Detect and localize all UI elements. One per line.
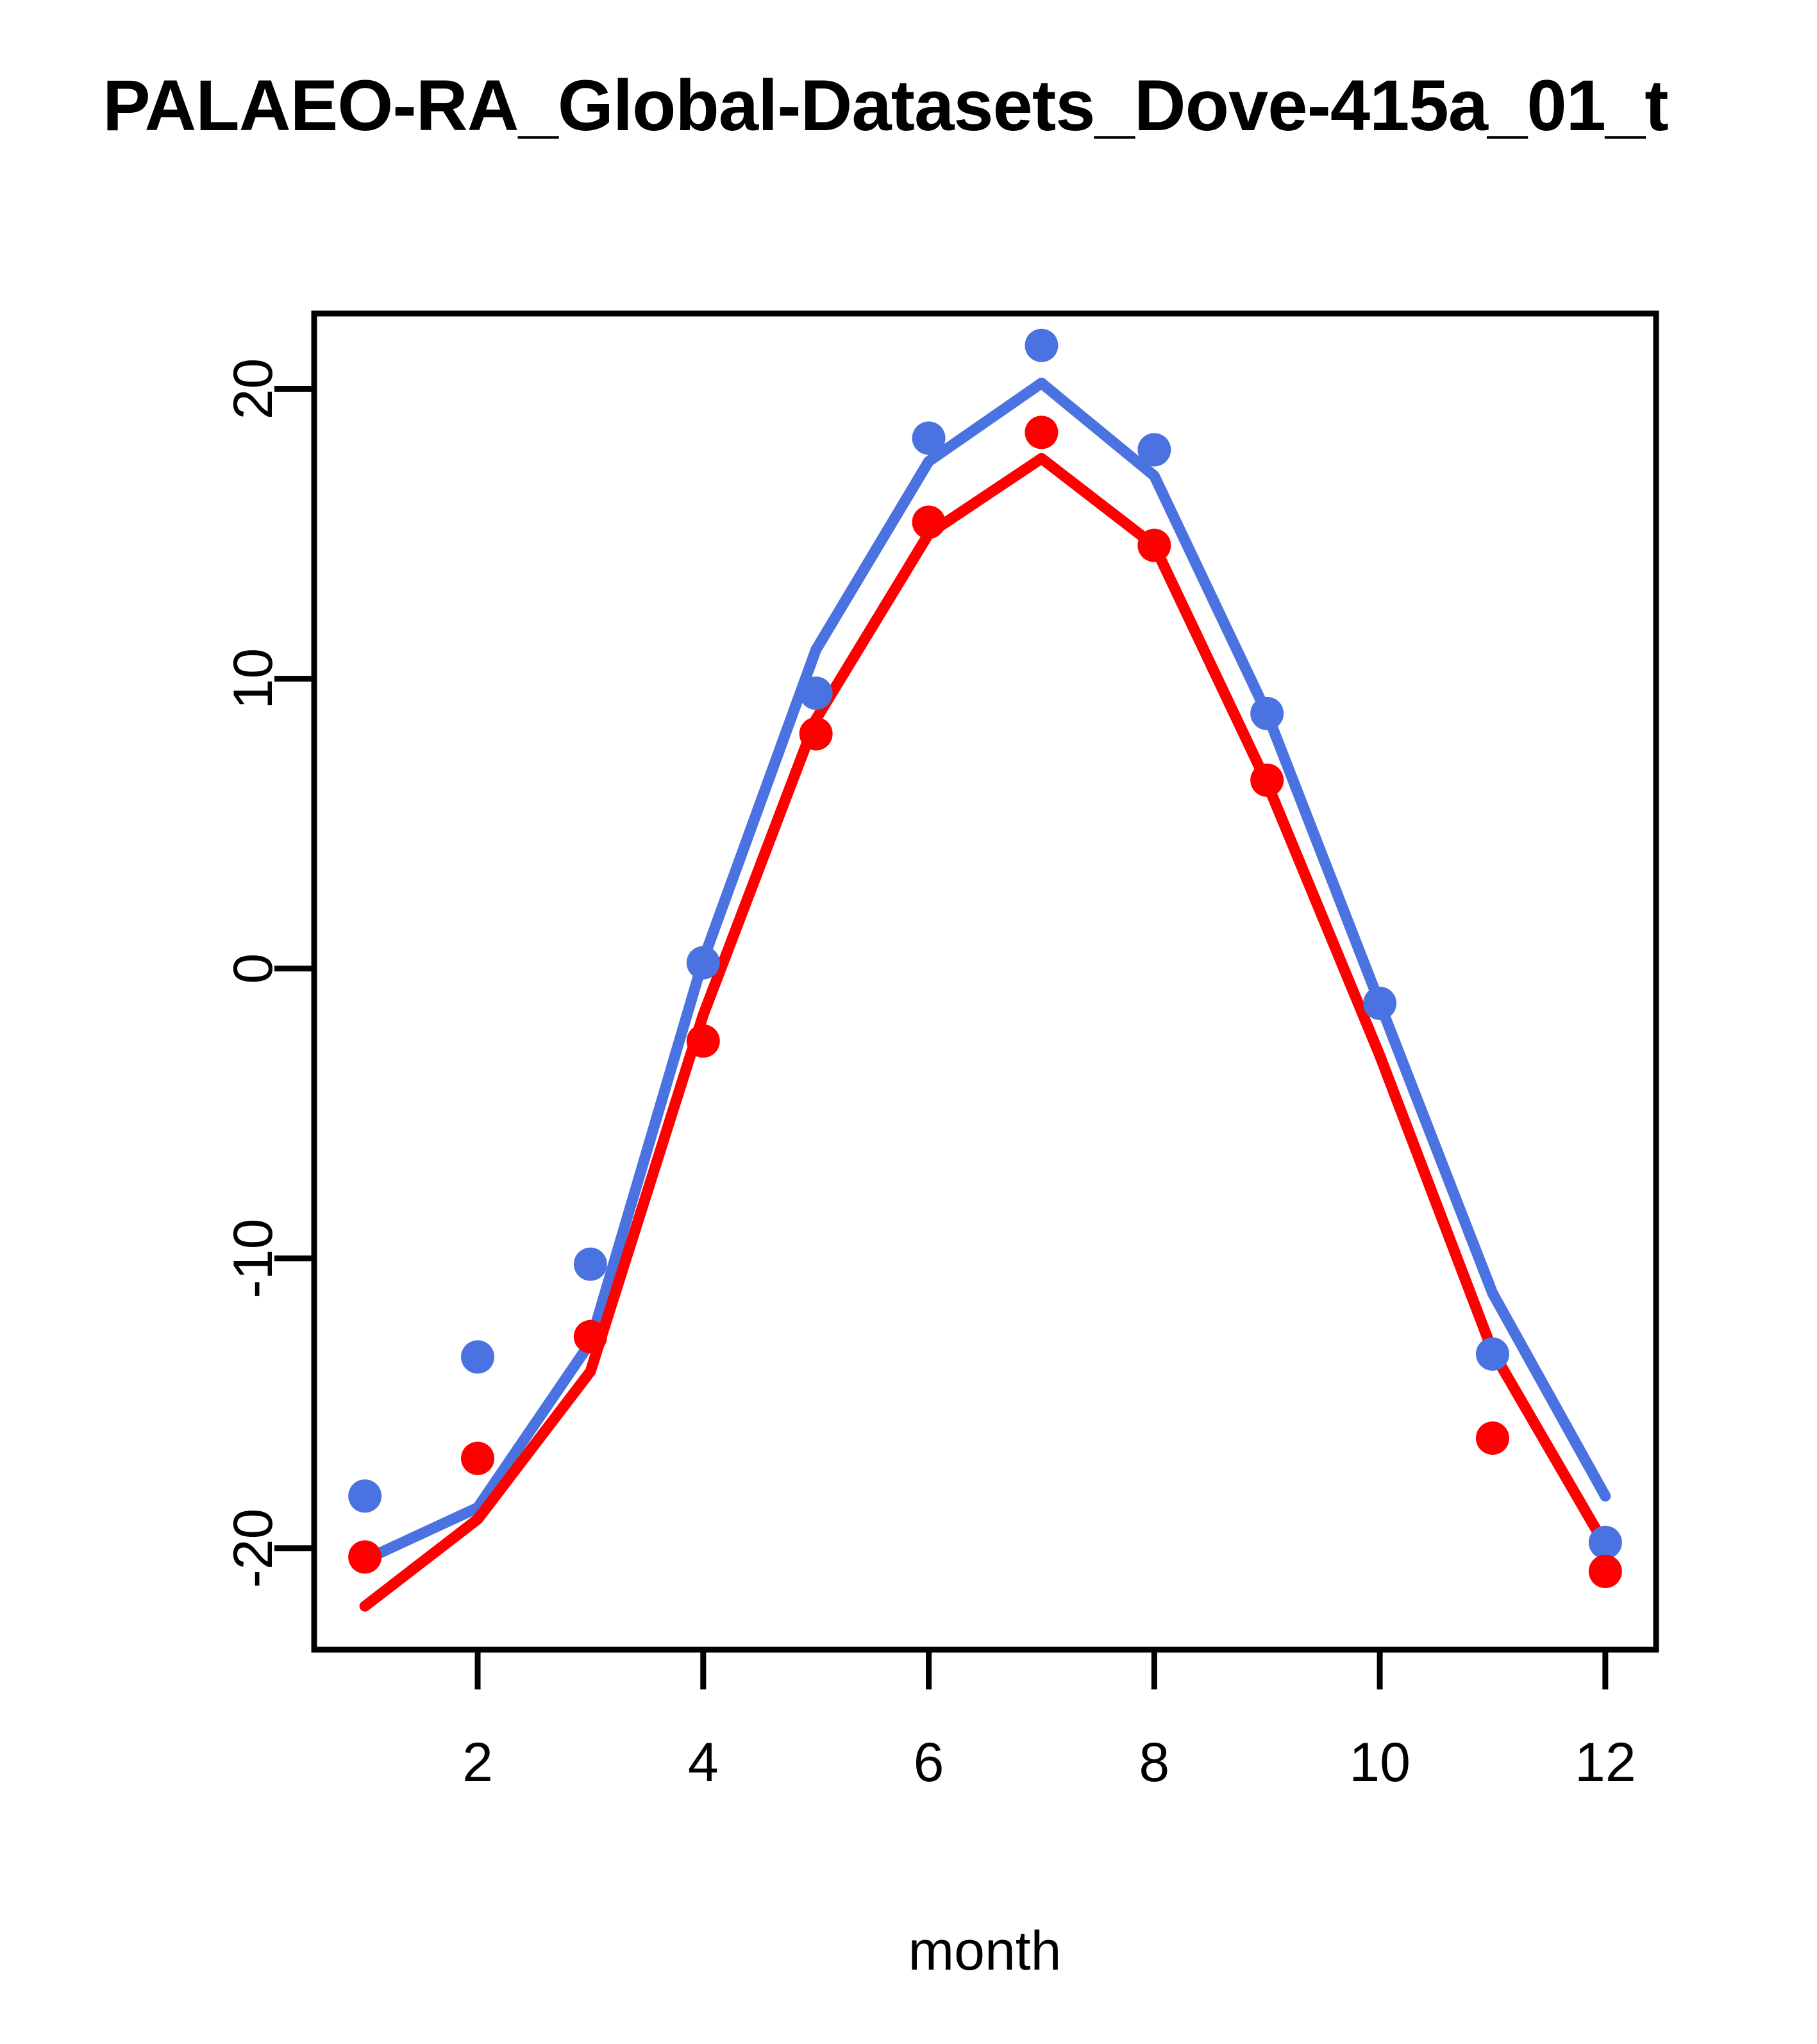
page-title: PALAEO-RA_Global-Datasets_Dove-415a_01_t	[103, 65, 1669, 146]
data-point	[1475, 1337, 1509, 1371]
x-tick-label: 4	[688, 1732, 719, 1793]
x-axis-title: month	[908, 1920, 1061, 1982]
data-point	[461, 1441, 495, 1475]
data-point	[1025, 328, 1059, 362]
data-point	[573, 1319, 607, 1353]
data-point	[1137, 433, 1171, 467]
x-tick-label: 10	[1349, 1732, 1411, 1793]
data-point	[573, 1247, 607, 1281]
data-point	[461, 1340, 495, 1374]
x-axis-tick-labels: 2 4 6 8 10 12	[462, 1732, 1636, 1793]
series-line-blue-line	[359, 377, 1611, 1566]
data-point	[1588, 1525, 1622, 1559]
x-tick-label: 8	[1139, 1732, 1169, 1793]
series-line-red-line	[359, 453, 1611, 1612]
x-tick-label: 6	[914, 1732, 944, 1793]
data-point	[1475, 1421, 1509, 1455]
x-axis-ticks	[474, 1650, 1609, 1689]
data-point	[348, 1540, 382, 1574]
series-points	[348, 328, 1622, 1588]
data-point	[1588, 1554, 1622, 1588]
x-tick-label: 2	[462, 1732, 493, 1793]
data-point	[799, 717, 833, 751]
data-point	[1137, 528, 1171, 562]
x-tick-label: 12	[1575, 1732, 1636, 1793]
data-point	[1363, 986, 1397, 1020]
data-point	[912, 505, 946, 539]
data-point	[348, 1479, 382, 1513]
data-point	[686, 1024, 720, 1058]
series-lines	[359, 377, 1611, 1612]
y-tick-label: 10	[222, 648, 284, 710]
y-tick-label: 0	[222, 953, 284, 984]
plot-box	[311, 310, 1659, 1653]
y-tick-label: -10	[222, 1219, 284, 1298]
y-axis-tick-labels: -20 -10 0 10 20	[222, 358, 284, 1588]
data-point	[1025, 415, 1059, 449]
data-point	[686, 946, 720, 980]
y-tick-label: 20	[222, 358, 284, 420]
data-point	[912, 421, 946, 455]
data-point	[1250, 696, 1284, 730]
y-axis-ticks	[274, 386, 314, 1552]
y-tick-label: -20	[222, 1509, 284, 1588]
data-point	[1250, 763, 1284, 797]
data-point	[799, 676, 833, 710]
